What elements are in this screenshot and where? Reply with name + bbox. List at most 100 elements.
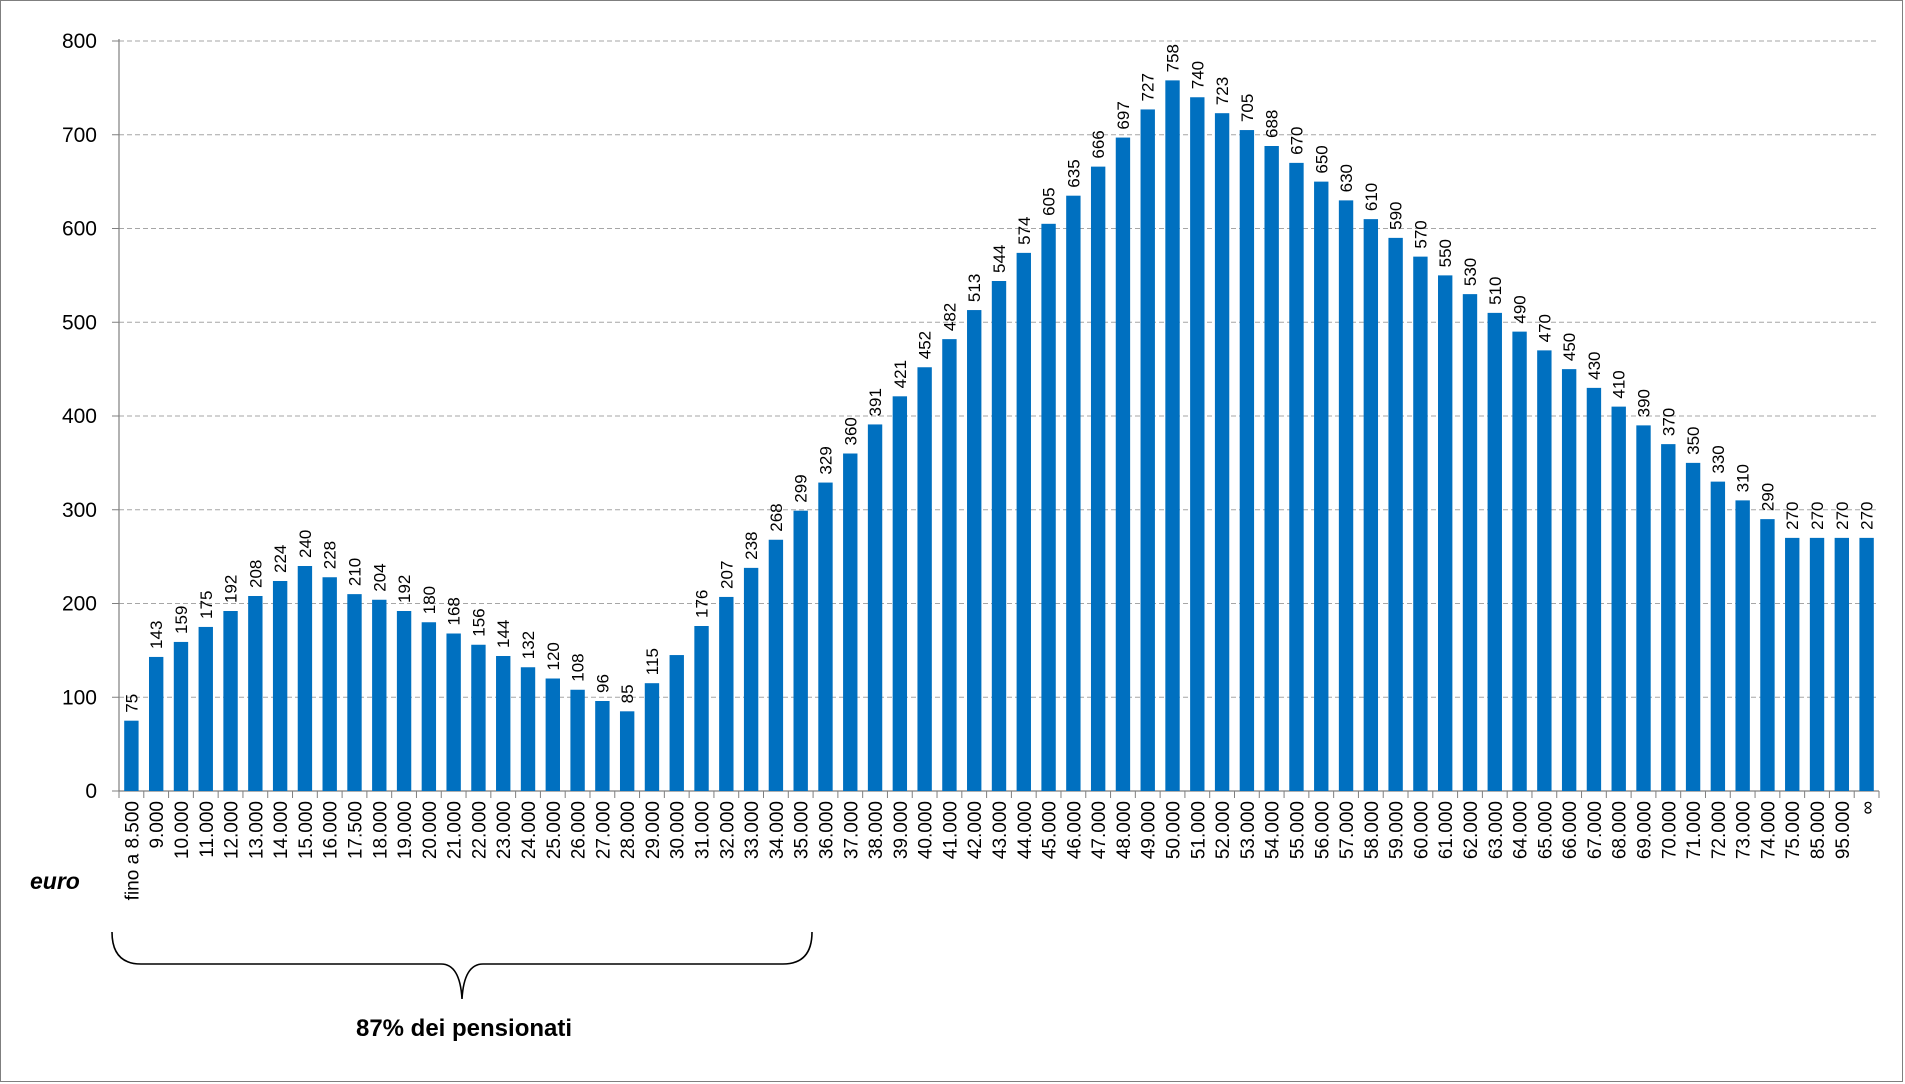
bar <box>1760 519 1775 791</box>
x-tick-label: 27.000 <box>593 801 614 859</box>
bar <box>272 581 288 791</box>
x-tick-label: 61.000 <box>1436 801 1457 859</box>
data-label: 530 <box>1461 258 1480 286</box>
bar <box>768 539 784 791</box>
x-tick-label: fino a 8.500 <box>122 801 143 900</box>
data-label: 108 <box>569 653 588 681</box>
x-tick-label: 28.000 <box>618 801 639 859</box>
x-tick-label: 11.000 <box>197 801 218 858</box>
bar <box>818 482 833 791</box>
x-tick-label: 65.000 <box>1535 801 1556 859</box>
bar <box>1685 462 1701 791</box>
x-tick-label: 54.000 <box>1263 801 1284 859</box>
data-label: 144 <box>494 620 513 648</box>
x-tick-label: 12.000 <box>222 801 243 859</box>
data-label: 192 <box>395 575 414 603</box>
data-label: 204 <box>370 563 389 591</box>
bar <box>570 689 585 791</box>
bar <box>942 339 957 791</box>
x-tick-label: 62.000 <box>1461 801 1482 859</box>
x-tick-label: 25.000 <box>544 801 565 859</box>
x-tick-label: 67.000 <box>1585 801 1606 859</box>
bar <box>471 644 486 791</box>
x-tick-label: 24.000 <box>519 801 540 859</box>
x-tick-label: 36.000 <box>816 801 837 859</box>
x-tick-label: 13.000 <box>246 801 267 859</box>
annotation-brace <box>111 931 813 1000</box>
data-label: 421 <box>891 360 910 388</box>
x-tick-label: 64.000 <box>1511 801 1532 859</box>
x-tick-label: 59.000 <box>1387 801 1408 859</box>
x-tick-label: 40.000 <box>916 801 937 859</box>
x-tick-label: 38.000 <box>866 801 887 859</box>
data-label: 370 <box>1659 408 1678 436</box>
data-label: 758 <box>1164 44 1183 72</box>
x-tick-label: 32.000 <box>717 801 738 859</box>
x-tick-label: 53.000 <box>1238 801 1259 859</box>
bar <box>1611 406 1626 791</box>
bar <box>173 641 189 791</box>
data-label: 270 <box>1833 502 1852 530</box>
bar <box>421 622 437 791</box>
bar <box>1636 425 1651 791</box>
bar <box>1338 200 1354 791</box>
data-label: 224 <box>271 545 290 573</box>
data-label: 270 <box>1858 502 1877 530</box>
bar <box>347 594 362 791</box>
x-tick-label: 47.000 <box>1089 801 1110 859</box>
x-tick-label: 35.000 <box>792 801 813 859</box>
x-tick-label: 30.000 <box>668 801 689 859</box>
data-label: 176 <box>693 590 712 618</box>
data-label: 299 <box>792 474 811 502</box>
data-label: 430 <box>1585 352 1604 380</box>
y-tick-label: 700 <box>62 124 97 147</box>
bar <box>297 566 313 791</box>
x-tick-label: 68.000 <box>1610 801 1631 859</box>
bar <box>917 367 932 791</box>
data-label: 207 <box>717 561 736 589</box>
bar <box>867 424 883 791</box>
y-tick-label: 0 <box>85 780 97 803</box>
data-label: 350 <box>1684 427 1703 455</box>
x-tick-label: 44.000 <box>1015 801 1036 859</box>
bars <box>124 80 1874 791</box>
x-tick-label: 37.000 <box>841 801 862 859</box>
data-label: 329 <box>816 446 835 474</box>
bar <box>322 577 337 791</box>
bar <box>1140 109 1155 791</box>
bar <box>1809 537 1825 791</box>
data-label: 391 <box>866 388 885 416</box>
x-tick-label: 41.000 <box>940 801 961 859</box>
data-label: 268 <box>767 503 786 531</box>
data-label: 330 <box>1709 445 1728 473</box>
data-label: 670 <box>1287 127 1306 155</box>
data-label: 270 <box>1808 502 1827 530</box>
bar <box>694 626 709 791</box>
y-tick-labels: 0 100 200 300 400 500 600 700 800 <box>62 30 97 803</box>
x-tick-label: 56.000 <box>1312 801 1333 859</box>
data-label: 360 <box>841 417 860 445</box>
data-label: 450 <box>1560 333 1579 361</box>
data-label: 240 <box>296 530 315 558</box>
bar <box>967 310 982 791</box>
bar <box>1586 387 1602 791</box>
x-tick-label: 22.000 <box>469 801 490 859</box>
bar <box>1413 256 1428 791</box>
x-tick-label: 85.000 <box>1808 801 1829 859</box>
data-label: 96 <box>593 674 612 693</box>
x-tick-label: 43.000 <box>990 801 1011 859</box>
bar <box>793 510 808 791</box>
x-tick-label: 73.000 <box>1734 801 1755 859</box>
data-label: 410 <box>1610 370 1629 398</box>
data-label: 210 <box>345 558 364 586</box>
bar <box>1314 181 1329 791</box>
bar <box>496 656 511 791</box>
bar <box>396 611 412 791</box>
x-tick-label: 63.000 <box>1486 801 1507 859</box>
x-tick-label: 57.000 <box>1337 801 1358 859</box>
data-label: 650 <box>1312 145 1331 173</box>
bar <box>248 596 263 791</box>
bar <box>1537 350 1552 791</box>
